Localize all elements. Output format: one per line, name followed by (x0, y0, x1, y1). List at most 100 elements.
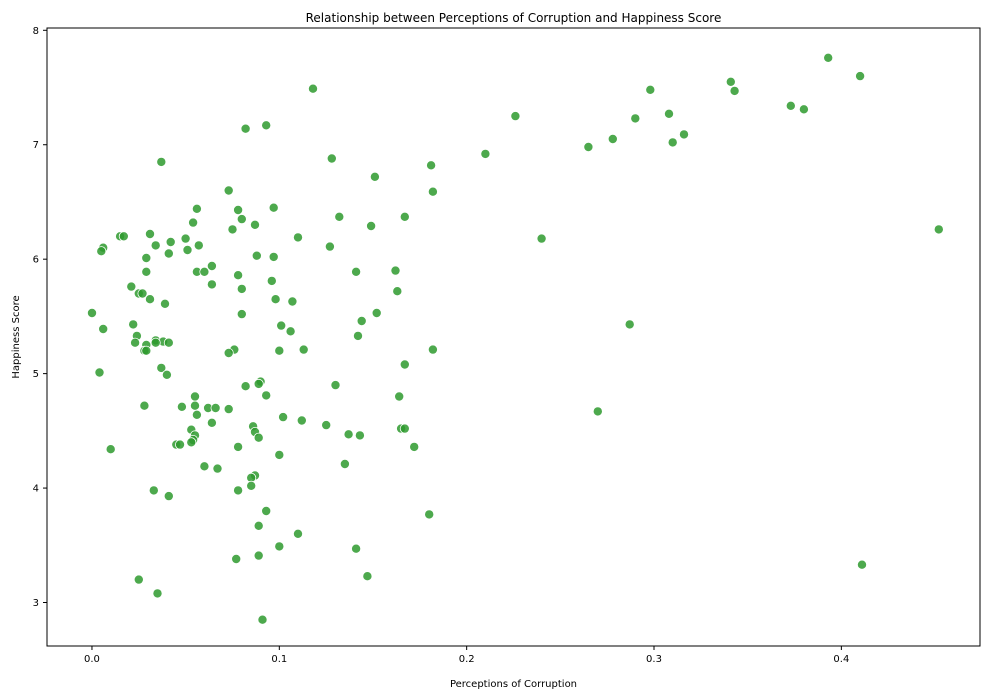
data-point-146 (292, 528, 303, 539)
data-point-97 (161, 369, 172, 380)
data-point-72 (371, 307, 382, 318)
data-point-14 (679, 129, 690, 140)
data-point-15 (667, 137, 678, 148)
data-point-68 (287, 296, 298, 307)
data-point-38 (292, 232, 303, 243)
data-point-115 (206, 417, 217, 428)
data-point-111 (592, 406, 603, 417)
x-tick-label: 0.0 (84, 654, 100, 665)
data-point-127 (186, 437, 197, 448)
x-tick-label: 0.3 (646, 654, 662, 665)
y-tick-label: 6 (33, 255, 39, 266)
data-point-13 (607, 133, 618, 144)
y-axis-ticks: 3 4 5 6 7 8 (33, 26, 47, 609)
data-point-10 (664, 108, 675, 119)
data-point-143 (261, 505, 272, 516)
data-point-56 (351, 266, 362, 277)
data-point-70 (87, 307, 98, 318)
y-tick-label: 4 (33, 484, 39, 495)
data-point-67 (270, 294, 281, 305)
data-point-27 (236, 214, 247, 225)
data-point-49 (251, 250, 262, 261)
data-point-76 (624, 319, 635, 330)
data-point-59 (266, 275, 277, 286)
data-point-132 (105, 444, 116, 455)
data-point-109 (223, 404, 234, 415)
data-point-92 (274, 345, 285, 356)
data-point-101 (240, 381, 251, 392)
data-point-150 (231, 554, 242, 565)
data-point-134 (339, 458, 350, 469)
data-point-54 (199, 266, 210, 277)
data-point-62 (236, 283, 247, 294)
data-point-33 (933, 224, 944, 235)
data-point-145 (253, 520, 264, 531)
data-point-89 (427, 344, 438, 355)
data-point-130 (233, 441, 244, 452)
data-point-31 (249, 219, 260, 230)
data-point-78 (285, 326, 296, 337)
data-point-30 (188, 217, 199, 228)
data-point-24 (191, 203, 202, 214)
data-point-114 (296, 415, 307, 426)
data-point-110 (139, 400, 150, 411)
data-point-119 (399, 423, 410, 434)
data-point-69 (159, 298, 170, 309)
data-point-2 (307, 83, 318, 94)
data-point-144 (424, 509, 435, 520)
data-point-32 (366, 220, 377, 231)
data-point-85 (163, 337, 174, 348)
data-point-7 (785, 100, 796, 111)
data-point-41 (165, 236, 176, 247)
y-tick-label: 8 (33, 26, 39, 37)
data-point-60 (206, 279, 217, 290)
data-point-45 (324, 241, 335, 252)
data-point-136 (212, 463, 223, 474)
data-point-42 (150, 240, 161, 251)
data-point-51 (268, 251, 279, 262)
data-point-46 (182, 244, 193, 255)
data-point-52 (206, 260, 217, 271)
data-point-104 (189, 391, 200, 402)
data-point-29 (399, 211, 410, 222)
data-point-12 (261, 120, 272, 131)
data-point-123 (343, 429, 354, 440)
data-point-113 (278, 412, 289, 423)
data-point-26 (268, 202, 279, 213)
data-point-140 (148, 485, 159, 496)
data-point-75 (276, 320, 287, 331)
x-axis-label: Perceptions of Corruption (450, 679, 577, 690)
data-point-91 (141, 345, 152, 356)
data-point-102 (261, 390, 272, 401)
data-point-11 (240, 123, 251, 134)
data-point-3 (645, 84, 656, 95)
data-point-65 (137, 288, 148, 299)
data-point-142 (163, 491, 174, 502)
data-point-8 (798, 104, 809, 115)
chart-title: Relationship between Perceptions of Corr… (306, 11, 722, 25)
x-tick-label: 0.1 (271, 654, 287, 665)
data-point-39 (180, 233, 191, 244)
data-point-9 (630, 113, 641, 124)
data-point-6 (510, 111, 521, 122)
data-point-131 (409, 441, 420, 452)
data-point-105 (176, 401, 187, 412)
data-point-63 (392, 286, 403, 297)
data-point-22 (223, 185, 234, 196)
data-point-124 (354, 430, 365, 441)
data-point-154 (152, 588, 163, 599)
data-point-23 (427, 186, 438, 197)
data-point-25 (233, 204, 244, 215)
data-point-83 (130, 337, 141, 348)
data-point-50 (141, 252, 152, 263)
data-point-73 (356, 315, 367, 326)
data-point-99 (253, 378, 264, 389)
data-point-16 (583, 141, 594, 152)
data-point-135 (199, 461, 210, 472)
data-point-139 (246, 480, 257, 491)
points-layer (87, 52, 944, 625)
data-point-55 (141, 266, 152, 277)
data-point-77 (98, 323, 109, 334)
data-point-21 (369, 171, 380, 182)
data-point-148 (351, 543, 362, 554)
